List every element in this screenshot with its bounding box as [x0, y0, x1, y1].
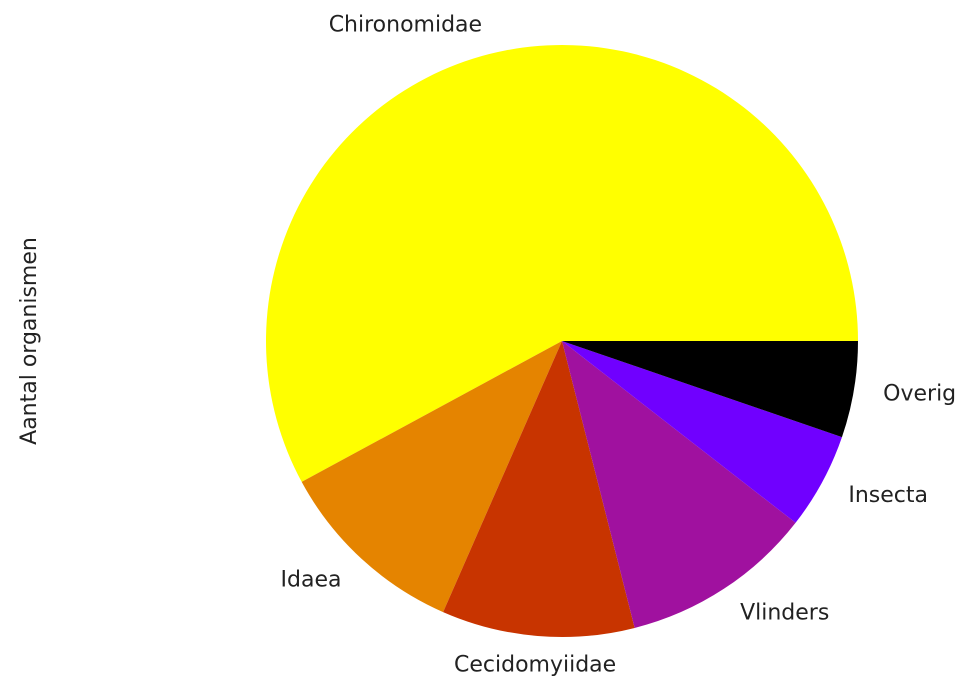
- y-axis-label: Aantal organismen: [17, 237, 42, 445]
- pie-slice: [562, 341, 858, 438]
- pie-slice: [301, 341, 562, 613]
- slice-label: Insecta: [848, 483, 928, 508]
- slice-label: Idaea: [281, 568, 342, 593]
- pie-slice: [562, 341, 796, 628]
- slice-label: Vlinders: [740, 601, 829, 626]
- slice-label: Cecidomyiidae: [454, 652, 616, 677]
- pie-slice: [562, 341, 842, 523]
- pie-slice: [266, 45, 858, 482]
- slice-label: Chironomidae: [329, 12, 482, 37]
- pie-slice: [443, 341, 635, 638]
- slice-label: Overig: [883, 382, 956, 407]
